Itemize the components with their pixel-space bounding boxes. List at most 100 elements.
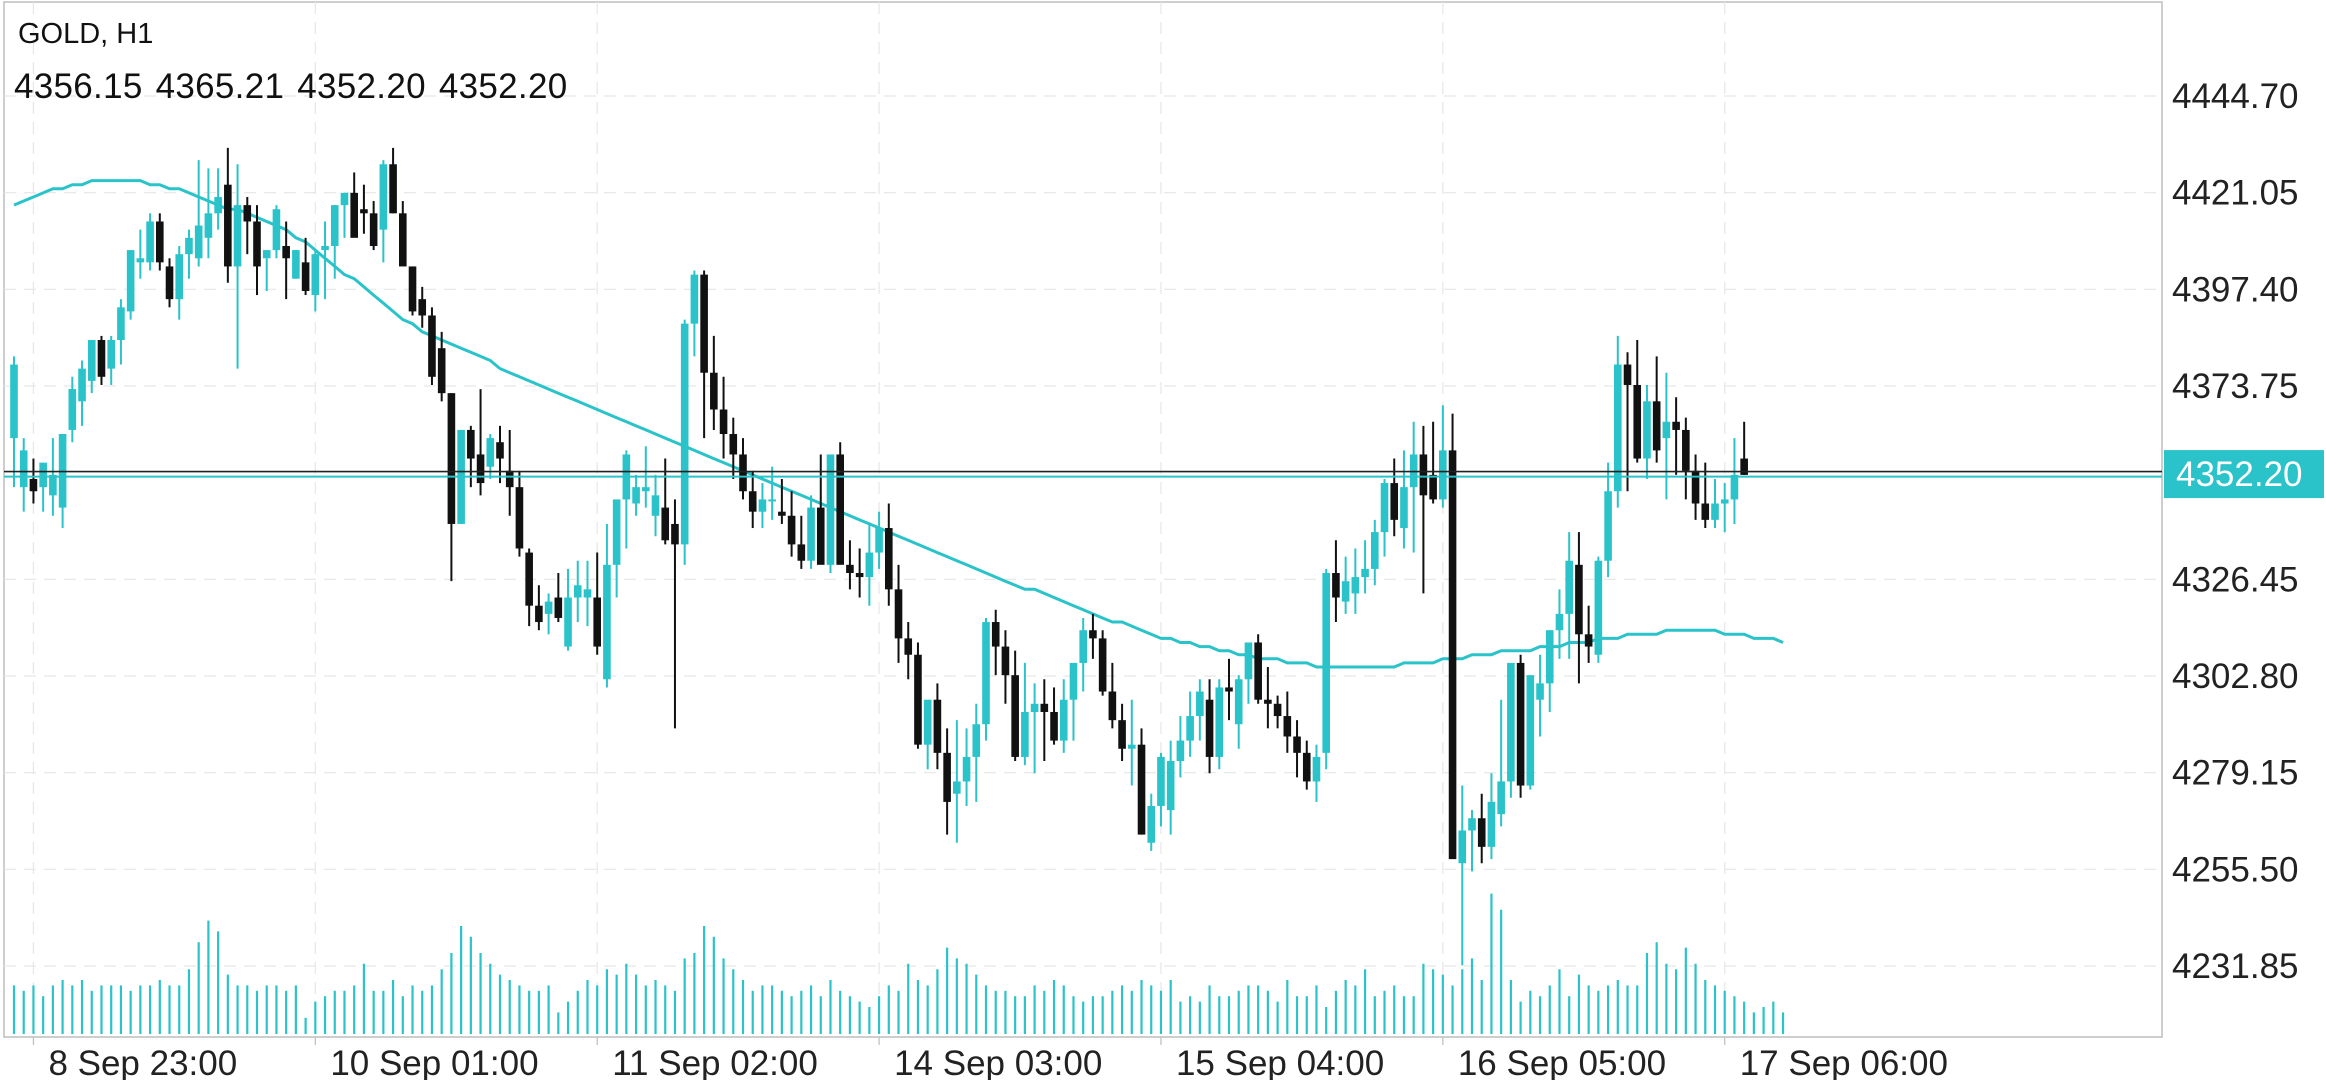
candle-body-bullish	[214, 196, 222, 214]
candle-body-bearish	[914, 654, 922, 745]
candle-body-bearish	[1225, 687, 1233, 692]
candle-body-bullish	[1215, 687, 1224, 757]
candle-body-bearish	[554, 597, 563, 618]
current-price-label: 4352.20	[2176, 455, 2303, 494]
candle-body-bullish	[136, 258, 145, 263]
candle-body-bearish	[1652, 401, 1661, 451]
candle-body-bullish	[583, 589, 592, 598]
candle-body-bullish	[962, 756, 971, 782]
candle-body-bullish	[1196, 691, 1204, 717]
candle-body-bullish	[78, 368, 86, 402]
candle-body-bearish	[1254, 642, 1262, 700]
candle-body-bullish	[1400, 487, 1408, 529]
y-tick-label: 4373.75	[2172, 367, 2299, 406]
candle-body-bullish	[1128, 744, 1136, 749]
plot-area	[3, 1, 2163, 1038]
candle-body-bullish	[68, 389, 77, 430]
candle-body-bearish	[525, 552, 533, 606]
candle-body-bearish	[739, 454, 747, 492]
candle-body-bearish	[787, 515, 796, 545]
candle-body-bearish	[1098, 638, 1107, 692]
candle-body-bullish	[603, 564, 611, 680]
candle-body-bearish	[1264, 699, 1272, 704]
candle-body-bullish	[117, 307, 125, 341]
candle-body-bullish	[1030, 703, 1039, 712]
x-tick-label: 11 Sep 02:00	[612, 1044, 818, 1080]
y-tick-label: 4397.40	[2172, 270, 2299, 309]
candle-body-bearish	[224, 184, 232, 267]
candle-body-bullish	[982, 622, 990, 725]
y-tick-label: 4255.50	[2172, 850, 2299, 889]
candle-body-bullish	[379, 164, 388, 230]
x-tick-label: 15 Sep 04:00	[1176, 1044, 1384, 1080]
candle-body-bearish	[1633, 384, 1642, 459]
candle-body-bearish	[97, 340, 106, 377]
candle-body-bearish	[1477, 818, 1486, 847]
candle-body-bearish	[846, 564, 854, 573]
candle-body-bullish	[642, 487, 650, 492]
candle-body-bullish	[1565, 560, 1573, 614]
candle-body-bearish	[1390, 483, 1399, 520]
candle-body-bearish	[671, 523, 679, 545]
candle-body-bullish	[233, 205, 242, 267]
candle-body-bullish	[612, 499, 621, 565]
candle-body-bearish	[700, 274, 708, 373]
ohlc-high: 4365.21	[155, 67, 285, 106]
x-tick-label: 14 Sep 03:00	[894, 1044, 1102, 1080]
candle-body-bearish	[447, 393, 456, 524]
candle-body-bullish	[1322, 572, 1330, 753]
candle-body-bearish	[943, 752, 951, 802]
candle-body-bearish	[1672, 421, 1680, 430]
candle-body-bearish	[719, 409, 728, 435]
candle-body-bullish	[680, 323, 689, 545]
candle-body-bullish	[1166, 761, 1175, 811]
symbol-timeframe-label: GOLD, H1	[18, 18, 154, 50]
x-tick-label: 8 Sep 23:00	[48, 1044, 237, 1080]
x-tick-label: 17 Sep 06:00	[1740, 1044, 1948, 1080]
candle-body-bearish	[165, 266, 174, 300]
candle-body-bullish	[573, 585, 582, 598]
candle-body-bearish	[1108, 691, 1117, 721]
candle-body-bullish	[1594, 560, 1603, 655]
candle-body-bearish	[253, 221, 261, 267]
candle-body-bullish	[49, 474, 57, 496]
candle-body-bullish	[39, 462, 47, 488]
candle-body-bearish	[661, 507, 670, 541]
candle-body-bullish	[632, 487, 640, 504]
candle-body-bearish	[1118, 720, 1126, 749]
candle-body-bullish	[311, 254, 320, 296]
candle-body-bullish	[272, 209, 281, 251]
candle-body-bearish	[1419, 454, 1428, 496]
candle-body-bearish	[505, 470, 514, 488]
candle-body-bullish	[1720, 499, 1729, 504]
candle-body-bearish	[797, 544, 806, 561]
candle-body-bearish	[1682, 429, 1690, 471]
ohlc-open: 4356.15	[14, 67, 143, 106]
current-price-tag	[2164, 450, 2324, 499]
candle-body-bullish	[1711, 503, 1719, 520]
candle-body-bullish	[690, 274, 699, 324]
candle-body-bearish	[301, 262, 310, 291]
candle-body-bullish	[1604, 491, 1612, 561]
candle-body-bearish	[467, 429, 475, 459]
candle-body-bearish	[1701, 503, 1710, 520]
candle-body-bullish	[1234, 679, 1243, 725]
candle-body-bearish	[1089, 630, 1097, 639]
candle-body-bullish	[1069, 662, 1078, 700]
candle-body-bullish	[875, 528, 883, 553]
candle-body-bullish	[544, 601, 553, 614]
candle-body-bullish	[1614, 364, 1622, 492]
candle-body-bullish	[651, 495, 660, 516]
candle-body-bearish	[437, 348, 446, 394]
candle-body-bearish	[535, 605, 543, 623]
candle-body-bearish	[1050, 711, 1058, 741]
candle-body-bearish	[778, 511, 786, 516]
candle-body-bearish	[1302, 752, 1311, 782]
candle-body-bearish	[593, 597, 601, 647]
candle-body-bullish	[1458, 830, 1467, 864]
x-tick-label: 16 Sep 05:00	[1458, 1044, 1666, 1080]
y-tick-label: 4326.45	[2172, 560, 2299, 599]
candle-body-bullish	[10, 364, 18, 439]
